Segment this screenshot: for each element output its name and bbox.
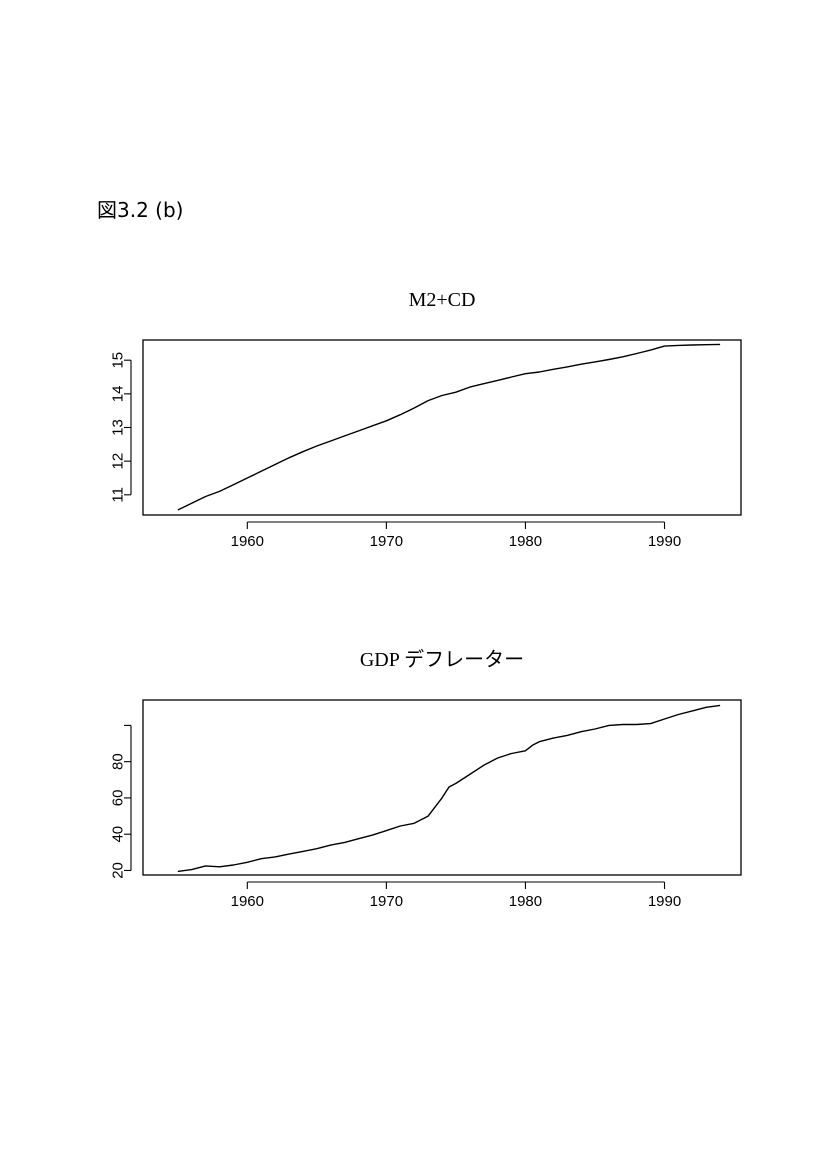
x-tick-label: 1980 (509, 893, 542, 910)
m2cd-chart: M2+CD 1960 1970 1980 1990 11 12 13 14 15 (110, 289, 742, 550)
x-tick-label: 1970 (370, 533, 403, 550)
x-tick-label: 1990 (648, 893, 681, 910)
x-tick-label: 1960 (231, 893, 264, 910)
x-tick-label: 1990 (648, 533, 681, 550)
y-tick-label: 80 (110, 753, 127, 770)
y-tick-label: 15 (110, 352, 127, 369)
x-tick-label: 1970 (370, 893, 403, 910)
y-tick-label: 60 (110, 790, 127, 807)
y-tick-label: 12 (110, 453, 127, 470)
figure-label: 図3.2 (b) (97, 198, 184, 222)
y-tick-label: 13 (110, 419, 127, 436)
y-tick-label: 20 (110, 862, 127, 879)
plot-frame (142, 699, 742, 876)
y-tick-label: 14 (110, 386, 127, 403)
x-tick-label: 1980 (509, 533, 542, 550)
y-tick-label: 11 (110, 487, 127, 503)
gdp-deflator-chart: GDP デフレーター 1960 1970 1980 1990 20 40 60 80 (110, 648, 742, 910)
chart-title: GDP デフレーター (360, 648, 524, 671)
plot-frame (142, 339, 742, 516)
series-line (177, 704, 721, 873)
chart-title: M2+CD (409, 289, 476, 311)
y-tick-label: 40 (110, 826, 127, 843)
series-line (177, 343, 721, 511)
x-tick-label: 1960 (231, 533, 264, 550)
